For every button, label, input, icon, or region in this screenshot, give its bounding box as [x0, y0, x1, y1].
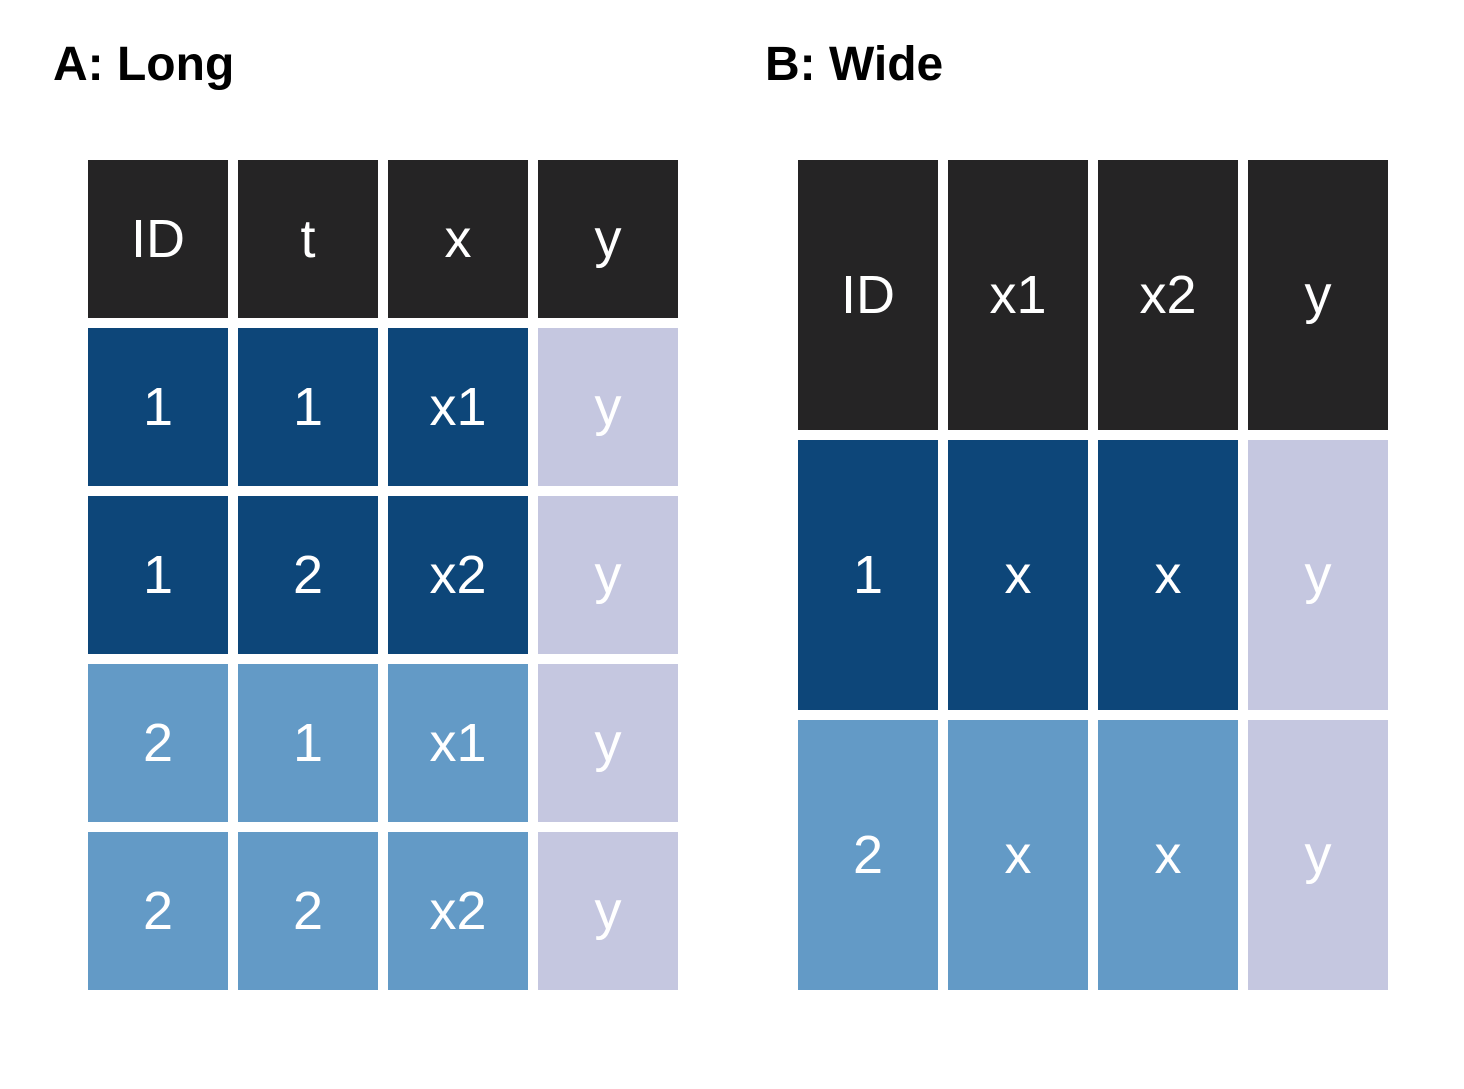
table-cell: y — [538, 832, 678, 990]
table-cell: 2 — [88, 832, 228, 990]
table-cell: x — [1098, 440, 1238, 710]
table-cell: y — [538, 328, 678, 486]
header-cell-x: x — [388, 160, 528, 318]
table-cell: 1 — [238, 328, 378, 486]
table-cell: y — [1248, 440, 1388, 710]
header-cell-id: ID — [88, 160, 228, 318]
header-cell-x2: x2 — [1098, 160, 1238, 430]
header-cell-y: y — [538, 160, 678, 318]
header-cell-x1: x1 — [948, 160, 1088, 430]
header-cell-id: ID — [798, 160, 938, 430]
panel-title-wide: B: Wide — [765, 38, 944, 91]
table-cell: x2 — [388, 832, 528, 990]
table-cell: 1 — [798, 440, 938, 710]
header-cell-y: y — [1248, 160, 1388, 430]
table-cell: x1 — [388, 664, 528, 822]
table-cell: x — [948, 440, 1088, 710]
table-cell: 2 — [238, 496, 378, 654]
table-cell: x1 — [388, 328, 528, 486]
long-format-table: ID t x y 1 1 x1 y 1 2 x2 y 2 1 x1 y 2 2 x2 y — [88, 160, 678, 990]
table-cell: 1 — [88, 328, 228, 486]
table-cell: y — [538, 496, 678, 654]
table-cell: y — [1248, 720, 1388, 990]
table-cell: 2 — [798, 720, 938, 990]
table-cell: 2 — [88, 664, 228, 822]
table-cell: x — [1098, 720, 1238, 990]
table-cell: x — [948, 720, 1088, 990]
table-cell: y — [538, 664, 678, 822]
header-cell-t: t — [238, 160, 378, 318]
table-cell: 2 — [238, 832, 378, 990]
table-cell: 1 — [238, 664, 378, 822]
panel-title-long: A: Long — [53, 38, 235, 91]
wide-format-table: ID x1 x2 y 1 x x y 2 x x y — [798, 160, 1388, 990]
table-cell: x2 — [388, 496, 528, 654]
table-cell: 1 — [88, 496, 228, 654]
